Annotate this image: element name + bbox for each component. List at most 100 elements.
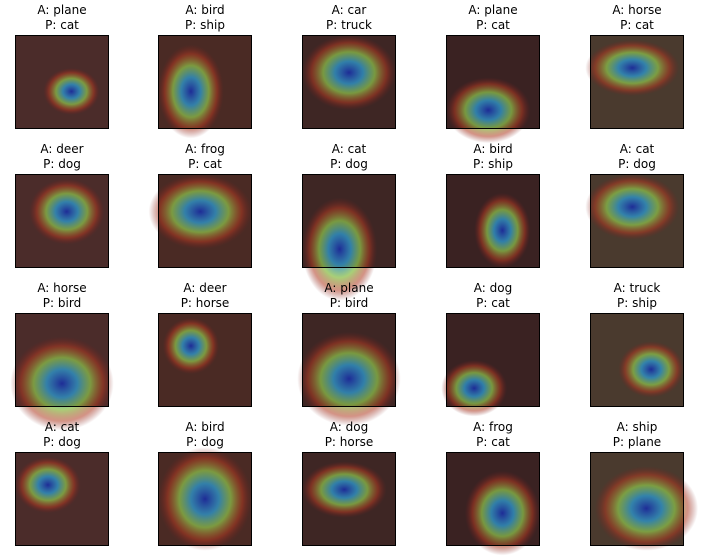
actual-label: A: car — [332, 3, 367, 17]
predicted-label: P: dog — [186, 435, 224, 449]
actual-label: A: deer — [40, 142, 83, 156]
heatmap — [585, 39, 680, 97]
image-border — [158, 174, 252, 268]
heatmap — [446, 77, 531, 144]
heatmap — [594, 466, 699, 551]
heatmap — [148, 174, 252, 250]
actual-label: A: plane — [37, 3, 86, 17]
heatmap — [10, 336, 114, 431]
actual-label: A: bird — [185, 3, 224, 17]
predicted-label: P: bird — [330, 296, 368, 310]
heatmap — [43, 67, 100, 115]
predicted-label: P: horse — [181, 296, 230, 310]
heatmap — [474, 192, 531, 268]
actual-label: A: bird — [185, 420, 224, 434]
predicted-label: P: dog — [43, 435, 81, 449]
actual-label: A: plane — [468, 3, 517, 17]
predicted-label: P: horse — [325, 435, 374, 449]
heatmap — [441, 360, 508, 417]
heatmap — [302, 35, 396, 111]
actual-label: A: horse — [612, 3, 661, 17]
heatmap — [158, 447, 252, 551]
image-border — [590, 313, 684, 407]
heatmap — [15, 456, 81, 514]
image-border — [158, 35, 252, 129]
heatmap — [302, 197, 378, 301]
image-border — [302, 35, 396, 129]
actual-label: A: frog — [473, 420, 513, 434]
actual-label: A: horse — [37, 281, 86, 295]
predicted-label: P: cat — [476, 296, 510, 310]
actual-label: A: truck — [614, 281, 661, 295]
predicted-label: P: cat — [45, 18, 79, 32]
image-border — [302, 174, 396, 268]
image-border — [446, 174, 540, 268]
heatmap — [585, 174, 680, 240]
actual-label: A: dog — [474, 281, 512, 295]
image-border — [590, 174, 684, 268]
heatmap — [302, 461, 387, 518]
image-border — [158, 452, 252, 546]
actual-label: A: bird — [473, 142, 512, 156]
predicted-label: P: bird — [43, 296, 81, 310]
image-border — [15, 174, 109, 268]
actual-label: A: deer — [183, 281, 226, 295]
predicted-label: P: ship — [473, 157, 513, 171]
image-border — [446, 35, 540, 129]
predicted-label: P: truck — [326, 18, 372, 32]
predicted-label: P: ship — [617, 296, 657, 310]
image-border — [302, 452, 396, 546]
heatmap — [464, 470, 540, 556]
image-border — [590, 35, 684, 129]
image-border — [15, 313, 109, 407]
image-border — [158, 313, 252, 407]
image-border — [15, 452, 109, 546]
heatmap — [162, 317, 220, 375]
actual-label: A: cat — [45, 420, 80, 434]
heatmap — [618, 341, 684, 398]
predicted-label: P: dog — [618, 157, 656, 171]
predicted-label: P: dog — [43, 157, 81, 171]
actual-label: A: cat — [332, 142, 367, 156]
heatmap — [158, 44, 224, 139]
image-border — [446, 452, 540, 546]
image-border — [302, 313, 396, 407]
predicted-label: P: cat — [476, 18, 510, 32]
actual-label: A: plane — [324, 281, 373, 295]
actual-label: A: dog — [330, 420, 368, 434]
actual-label: A: cat — [620, 142, 655, 156]
predicted-label: P: plane — [613, 435, 661, 449]
image-border — [590, 452, 684, 546]
predicted-label: P: cat — [476, 435, 510, 449]
heatmap — [29, 178, 105, 245]
predicted-label: P: dog — [330, 157, 368, 171]
image-border — [446, 313, 540, 407]
actual-label: A: frog — [185, 142, 225, 156]
predicted-label: P: ship — [185, 18, 225, 32]
actual-label: A: ship — [617, 420, 658, 434]
predicted-label: P: cat — [620, 18, 654, 32]
image-border — [15, 35, 109, 129]
heatmap — [297, 331, 401, 426]
